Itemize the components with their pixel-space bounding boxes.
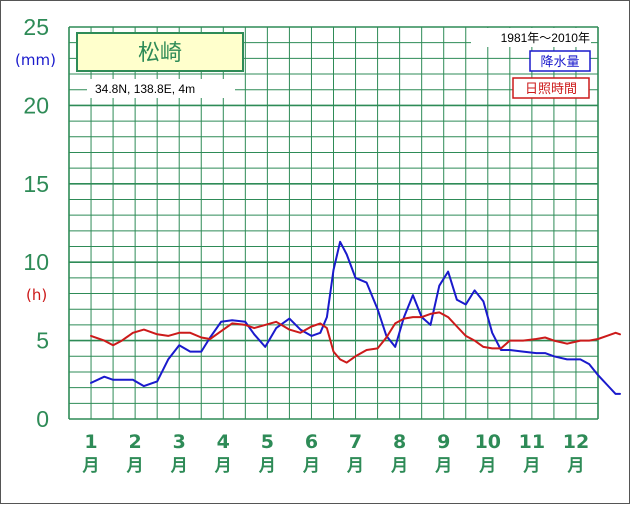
x-tick-unit: 月	[478, 456, 496, 476]
location-box	[87, 79, 235, 98]
x-tick-unit: 月	[566, 456, 584, 476]
grid-lines	[68, 26, 599, 420]
y-tick-label: 0	[36, 406, 49, 432]
x-tick-unit: 月	[302, 456, 320, 476]
x-tick-label: 9	[437, 431, 450, 453]
x-tick-unit: 月	[434, 456, 452, 476]
series-lines	[90, 240, 621, 395]
x-tick-label: 7	[349, 431, 362, 453]
period-text: 1981年〜2010年	[501, 31, 590, 45]
precipitation-line	[90, 240, 621, 395]
x-tick-unit: 月	[258, 456, 276, 476]
y-tick-label: 25	[23, 14, 49, 40]
x-tick-labels: 1 月 2 月 3 月 4 月 5 月 6 月 7 月 8 月 9 月 10 月 11 月 12 月	[82, 431, 590, 476]
x-tick-label: 2	[129, 431, 142, 453]
sunshine-line	[90, 311, 621, 364]
x-tick-label: 5	[261, 431, 274, 453]
legend-sunshine	[512, 77, 590, 99]
x-tick-unit: 月	[126, 456, 144, 476]
period-box	[471, 28, 591, 47]
y-tick-label: 20	[23, 92, 49, 118]
y-unit-sunshine: (h)	[26, 286, 47, 304]
y-tick-label: 5	[36, 328, 49, 354]
x-tick-label: 11	[519, 431, 545, 453]
x-tick-unit: 月	[346, 456, 364, 476]
x-tick-label: 4	[217, 431, 230, 453]
x-tick-unit: 月	[522, 456, 540, 476]
x-tick-unit: 月	[214, 456, 232, 476]
station-name: 松崎	[138, 41, 182, 66]
legend-precipitation	[529, 50, 591, 72]
x-tick-label: 6	[305, 431, 318, 453]
y-unit-precipitation: (mm)	[15, 51, 56, 69]
x-tick-unit: 月	[170, 456, 188, 476]
legend-precipitation-label: 降水量	[540, 55, 579, 70]
x-tick-unit: 月	[82, 456, 100, 476]
legend-sunshine-label: 日照時間	[525, 82, 577, 97]
y-tick-labels: 25 20 15 10 5 0	[23, 14, 49, 432]
x-tick-label: 1	[84, 431, 97, 453]
x-tick-unit: 月	[390, 456, 408, 476]
y-tick-label: 10	[23, 249, 49, 275]
x-tick-label: 10	[475, 431, 501, 453]
station-name-box	[76, 32, 244, 72]
y-tick-label: 15	[23, 171, 49, 197]
x-tick-label: 3	[173, 431, 186, 453]
x-tick-label: 8	[393, 431, 406, 453]
location-text: 34.8N, 138.8E, 4m	[95, 82, 195, 96]
x-tick-label: 12	[563, 431, 589, 453]
